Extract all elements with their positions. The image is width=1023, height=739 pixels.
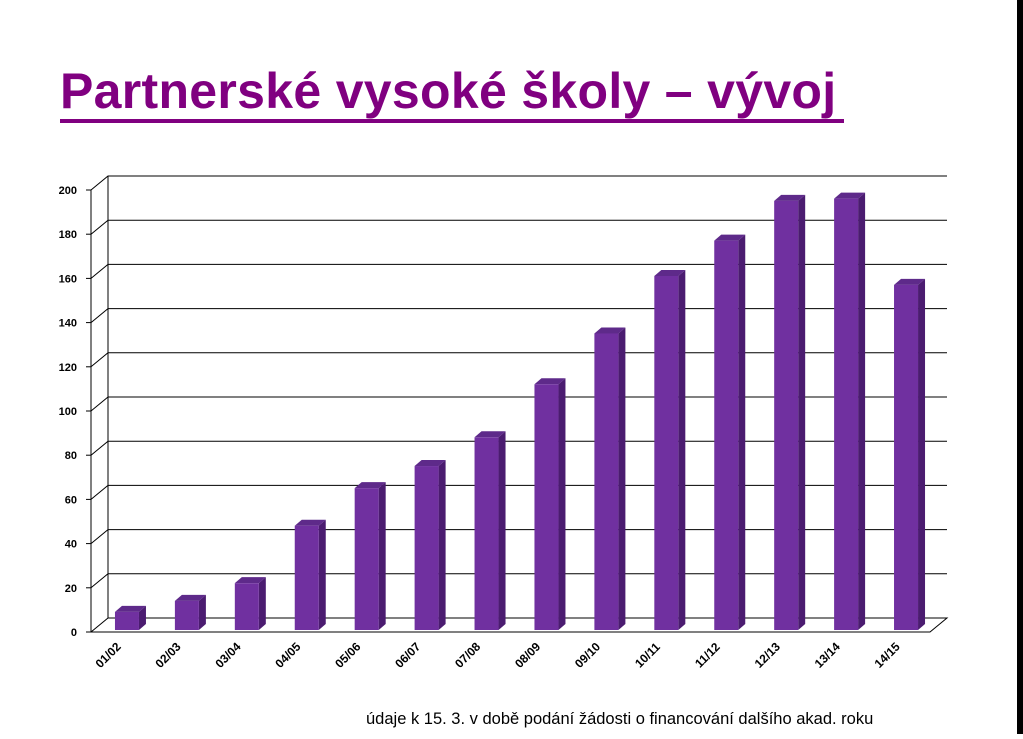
x-tick-label: 05/06 [332,639,363,670]
gridline [90,484,947,500]
x-tick-label: 03/04 [212,639,243,670]
x-tick-label: 01/02 [93,639,124,670]
gridline [90,573,947,589]
bar [174,600,199,630]
bar [714,240,739,630]
gridline [90,263,947,279]
bar-side [138,605,146,630]
bar [774,200,799,630]
bar [114,611,139,630]
gridline [90,175,947,191]
bar [654,275,679,630]
bar-top [894,278,926,285]
y-tick-label: 80 [65,450,77,462]
y-tick-label: 200 [59,185,77,197]
y-tick-label: 20 [65,583,77,595]
bar-side [318,519,326,630]
y-tick-label: 180 [59,229,77,241]
slide-title: Partnerské vysoké školy – vývoj [60,63,837,119]
bar-top [654,269,686,276]
chart-floor [89,617,949,633]
gridline [90,219,947,235]
slide-edge-shadow [1017,0,1023,734]
bar-top [534,378,566,385]
bar-side [258,577,266,630]
bar-top [594,327,626,334]
bar [834,198,859,630]
x-tick-label: 04/05 [272,639,303,670]
bar-side [678,269,686,630]
y-tick-label: 120 [59,362,77,374]
bar-side [558,378,566,630]
bar-side [618,327,626,630]
x-tick-label: 10/11 [632,640,663,671]
bar-top [354,482,386,489]
bar-side [438,460,446,630]
title-underline [60,119,844,123]
bar [354,488,379,630]
x-tick-label: 08/09 [512,639,543,670]
gridline [90,308,947,323]
x-tick-label: 12/13 [752,639,783,670]
x-tick-label: 06/07 [392,639,423,670]
x-tick-label: 11/12 [692,640,723,671]
bar-top [174,594,206,601]
y-tick-label: 100 [59,406,77,418]
bar-top [414,460,446,467]
x-tick-label: 14/15 [872,639,903,670]
bar-top [114,605,146,612]
footnote: údaje k 15. 3. v době podání žádosti o f… [366,710,874,728]
y-tick-label: 0 [71,627,77,639]
y-tick-label: 40 [65,539,77,551]
bar-top [234,577,266,584]
bar-top [714,234,746,241]
bar [414,466,439,630]
bar-top [774,194,806,201]
gridline [90,440,947,456]
x-tick-label: 13/14 [812,639,843,670]
gridline [90,352,947,368]
y-tick-label: 60 [65,494,77,506]
bar-side [798,194,806,630]
bar-top [294,519,326,526]
bar [474,437,499,630]
x-tick-label: 09/10 [572,639,603,670]
bar [894,284,919,630]
bar-side [198,594,206,630]
y-tick-label: 160 [59,273,77,285]
bar-side [858,192,866,630]
bar-side [498,431,506,630]
x-tick-label: 02/03 [152,639,183,670]
bar [234,583,259,630]
bar-top [834,192,866,199]
bar [294,525,319,630]
gridline [90,529,947,544]
bar-side [378,482,386,630]
bar [534,384,559,630]
y-tick-label: 140 [59,318,77,330]
bar [594,333,619,630]
gridline [90,396,947,412]
bar-side [738,234,746,630]
x-tick-label: 07/08 [452,639,483,670]
bar-top [474,431,506,438]
bar-side [918,278,926,630]
